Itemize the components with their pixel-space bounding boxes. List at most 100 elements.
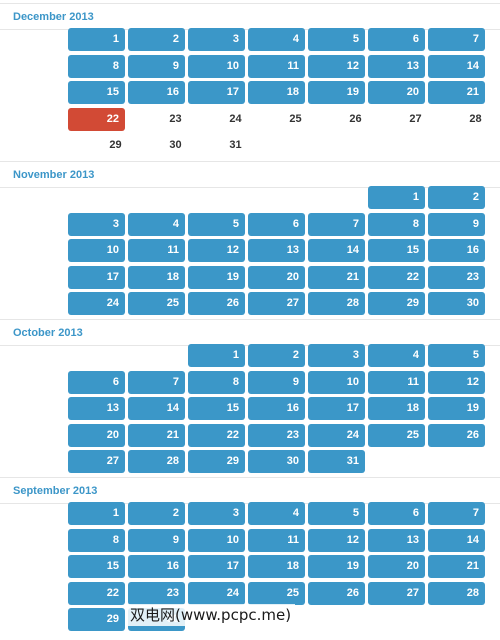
day-cell[interactable]: 3 [188, 502, 245, 525]
day-cell[interactable]: 2 [248, 344, 305, 367]
day-cell[interactable]: 27 [409, 112, 422, 125]
day-cell[interactable]: 11 [248, 528, 305, 552]
day-cell[interactable]: 23 [169, 112, 182, 125]
day-cell[interactable]: 17 [68, 265, 125, 289]
day-cell[interactable]: 21 [308, 265, 365, 289]
day-cell[interactable]: 20 [368, 555, 425, 578]
day-cell[interactable]: 8 [68, 54, 125, 78]
day-cell[interactable]: 18 [248, 555, 305, 578]
day-cell[interactable]: 6 [368, 502, 425, 525]
day-cell[interactable]: 13 [68, 397, 125, 420]
day-cell[interactable]: 4 [248, 28, 305, 51]
day-cell[interactable]: 4 [248, 502, 305, 525]
day-cell[interactable]: 15 [368, 239, 425, 262]
day-cell[interactable]: 5 [308, 502, 365, 525]
day-cell[interactable]: 22 [188, 423, 245, 447]
day-cell[interactable]: 2 [428, 186, 485, 209]
day-cell[interactable]: 18 [128, 265, 185, 289]
day-cell[interactable]: 7 [128, 370, 185, 394]
day-cell[interactable]: 11 [128, 239, 185, 262]
day-cell[interactable]: 1 [368, 186, 425, 209]
day-cell[interactable]: 20 [248, 265, 305, 289]
day-cell[interactable]: 3 [68, 212, 125, 236]
day-cell[interactable]: 27 [368, 581, 425, 605]
day-cell[interactable]: 14 [428, 54, 485, 78]
day-cell[interactable]: 29 [68, 608, 125, 631]
day-cell[interactable]: 24 [68, 292, 125, 315]
day-cell[interactable]: 2 [128, 502, 185, 525]
day-cell[interactable]: 23 [128, 581, 185, 605]
day-cell[interactable]: 19 [428, 397, 485, 420]
day-cell[interactable]: 22 [68, 581, 125, 605]
day-cell[interactable]: 9 [128, 54, 185, 78]
day-cell[interactable]: 30 [428, 292, 485, 315]
day-cell[interactable]: 26 [188, 292, 245, 315]
day-cell[interactable]: 2 [128, 28, 185, 51]
day-cell[interactable]: 10 [68, 239, 125, 262]
day-cell[interactable]: 16 [128, 81, 185, 104]
day-cell[interactable]: 13 [368, 54, 425, 78]
day-cell[interactable]: 30 [248, 450, 305, 473]
day-cell[interactable]: 6 [248, 212, 305, 236]
day-cell[interactable]: 8 [68, 528, 125, 552]
day-cell[interactable]: 12 [308, 528, 365, 552]
day-cell[interactable]: 19 [188, 265, 245, 289]
day-cell[interactable]: 9 [128, 528, 185, 552]
day-cell[interactable]: 27 [248, 292, 305, 315]
day-cell[interactable]: 31 [308, 450, 365, 473]
day-cell[interactable]: 21 [128, 423, 185, 447]
day-cell[interactable]: 5 [188, 212, 245, 236]
day-cell[interactable]: 7 [308, 212, 365, 236]
day-cell[interactable]: 29 [188, 450, 245, 473]
day-cell[interactable]: 29 [368, 292, 425, 315]
day-cell[interactable]: 11 [248, 54, 305, 78]
day-cell[interactable]: 3 [188, 28, 245, 51]
day-cell[interactable]: 1 [188, 344, 245, 367]
day-cell[interactable]: 8 [188, 370, 245, 394]
day-cell[interactable]: 17 [188, 81, 245, 104]
day-cell[interactable]: 16 [428, 239, 485, 262]
day-cell[interactable]: 18 [368, 397, 425, 420]
day-cell[interactable]: 16 [128, 555, 185, 578]
day-cell[interactable]: 5 [428, 344, 485, 367]
day-cell[interactable]: 23 [428, 265, 485, 289]
day-cell[interactable]: 15 [68, 555, 125, 578]
day-cell[interactable]: 7 [428, 502, 485, 525]
day-cell[interactable]: 12 [428, 370, 485, 394]
day-cell[interactable]: 25 [128, 292, 185, 315]
day-cell[interactable]: 11 [368, 370, 425, 394]
day-cell[interactable]: 1 [68, 502, 125, 525]
day-cell[interactable]: 14 [428, 528, 485, 552]
day-cell[interactable]: 1 [68, 28, 125, 51]
day-cell[interactable]: 12 [308, 54, 365, 78]
day-cell[interactable]: 25 [368, 423, 425, 447]
day-cell[interactable]: 30 [169, 139, 182, 151]
day-cell[interactable]: 25 [289, 112, 302, 125]
day-cell[interactable]: 19 [308, 555, 365, 578]
day-cell[interactable]: 26 [349, 112, 362, 125]
day-cell[interactable]: 18 [248, 81, 305, 104]
day-cell[interactable]: 24 [188, 581, 245, 605]
day-cell[interactable]: 8 [368, 212, 425, 236]
day-cell[interactable]: 28 [128, 450, 185, 473]
day-cell[interactable]: 21 [428, 555, 485, 578]
day-cell[interactable]: 13 [248, 239, 305, 262]
day-cell-today[interactable]: 22 [68, 107, 125, 131]
day-cell[interactable]: 28 [308, 292, 365, 315]
day-cell[interactable]: 7 [428, 28, 485, 51]
day-cell[interactable]: 15 [188, 397, 245, 420]
day-cell[interactable]: 6 [368, 28, 425, 51]
day-cell[interactable]: 17 [188, 555, 245, 578]
day-cell[interactable]: 9 [428, 212, 485, 236]
day-cell[interactable]: 14 [128, 397, 185, 420]
day-cell[interactable]: 6 [68, 370, 125, 394]
day-cell[interactable]: 9 [248, 370, 305, 394]
day-cell[interactable]: 22 [368, 265, 425, 289]
day-cell[interactable]: 10 [308, 370, 365, 394]
day-cell[interactable]: 24 [229, 112, 242, 125]
day-cell[interactable]: 4 [368, 344, 425, 367]
day-cell[interactable]: 17 [308, 397, 365, 420]
day-cell[interactable]: 24 [308, 423, 365, 447]
day-cell[interactable]: 26 [308, 581, 365, 605]
day-cell[interactable]: 15 [68, 81, 125, 104]
